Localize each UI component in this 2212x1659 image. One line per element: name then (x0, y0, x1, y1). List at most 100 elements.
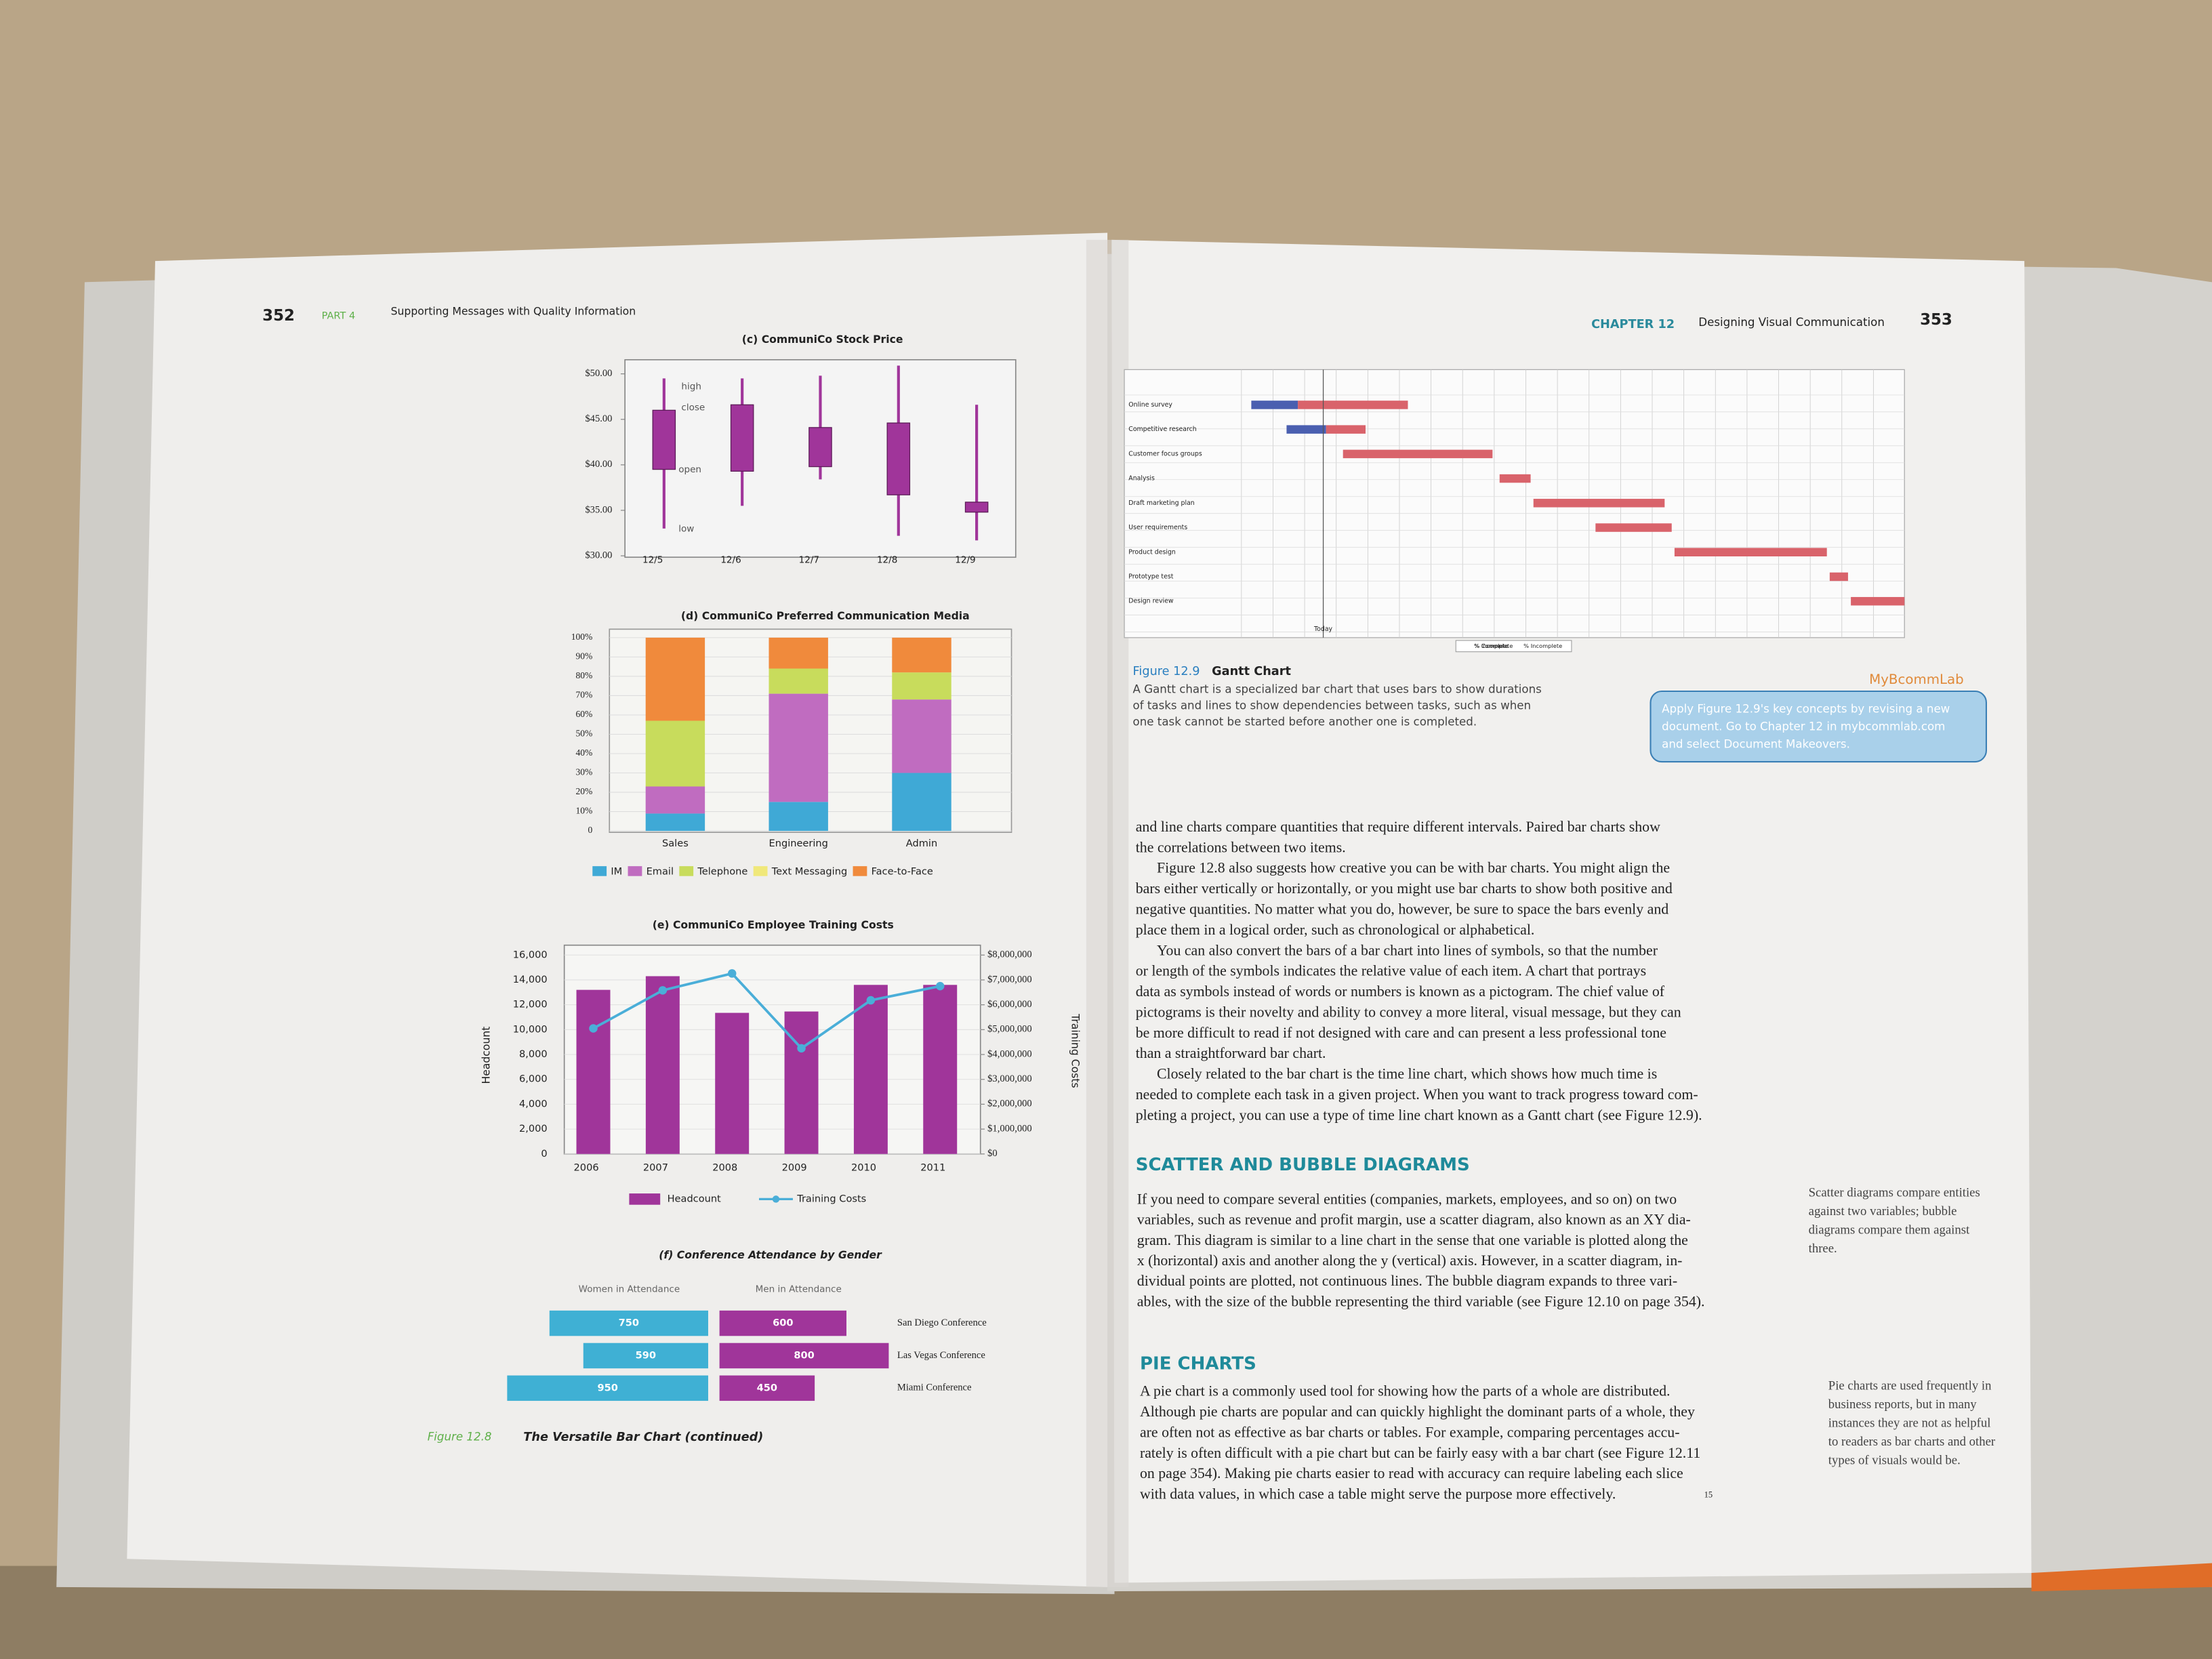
figure-label: Figure 12.9 (1133, 665, 1200, 678)
gantt-legend-label: % Complete (1474, 642, 1509, 649)
y-tick-label: $45.00 (585, 413, 612, 424)
body-text: You can also convert the bars of a bar c… (1157, 942, 1658, 958)
body-text: If you need to compare several entities … (1137, 1191, 1677, 1207)
y-tick-label: 0 (588, 825, 593, 835)
y-tick-label: $30.00 (585, 550, 612, 561)
part-label: PART 4 (322, 310, 356, 321)
gantt-bar (1251, 401, 1298, 409)
body-text: pleting a project, you can use a type of… (1136, 1107, 1702, 1123)
y-tick-label: $50.00 (585, 368, 612, 379)
body-text: dividual points are plotted, not continu… (1137, 1273, 1677, 1289)
gantt-frame (1124, 369, 1905, 638)
x-tick-label: 12/5 (642, 554, 663, 565)
chapter-title: Designing Visual Communication (1698, 316, 1885, 329)
x-tick-label: 2011 (920, 1162, 945, 1174)
legend-label: Training Costs (796, 1193, 866, 1204)
y-tick-label: 6,000 (519, 1073, 548, 1085)
y-tick-label: 8,000 (519, 1048, 548, 1060)
bar-segment (645, 813, 705, 832)
body-text: pictograms is their novelty and ability … (1136, 1004, 1681, 1020)
body-text: A pie chart is a commonly used tool for … (1140, 1383, 1671, 1399)
gantt-bar (1499, 474, 1531, 483)
bar (576, 989, 611, 1154)
bar-segment (892, 699, 951, 773)
gantt-bar (1343, 449, 1493, 459)
annotation: low (678, 524, 694, 535)
chart-title: (e) CommuniCo Employee Training Costs (653, 919, 894, 931)
lab-title: MyBcommLab (1869, 672, 1963, 687)
bar-segment (769, 693, 828, 802)
value-label: 950 (597, 1382, 617, 1393)
margin-note: Scatter diagrams compare entities (1809, 1185, 1980, 1200)
margin-note: to readers as bar charts and other (1828, 1435, 1996, 1449)
gantt-task: Draft marketing plan (1128, 499, 1195, 507)
gantt-bar (1326, 425, 1366, 434)
y-tick-label: 70% (576, 690, 593, 700)
x-tick-label: Admin (906, 838, 937, 849)
legend-label: Face-to-Face (872, 865, 933, 877)
body-text: Figure 12.8 also suggests how creative y… (1157, 860, 1670, 876)
category-label: San Diego Conference (897, 1317, 987, 1328)
body-text: than a straightforward bar chart. (1136, 1045, 1326, 1061)
chapter-label: CHAPTER 12 (1591, 318, 1675, 331)
legend-label: Text Messaging (771, 865, 847, 877)
body-text: ables, with the size of the bubble repre… (1137, 1293, 1705, 1309)
annotation: close (681, 403, 705, 413)
x-tick-label: 2010 (851, 1162, 876, 1174)
lab-text: document. Go to Chapter 12 in mybcommlab… (1662, 720, 1945, 733)
candle-body (886, 422, 911, 495)
legend-label: Telephone (697, 865, 747, 877)
body-text: Closely related to the bar chart is the … (1157, 1066, 1657, 1082)
x-tick-label: 12/6 (720, 554, 741, 565)
margin-note: diagrams compare them against (1809, 1223, 1970, 1237)
value-label: 750 (619, 1317, 639, 1329)
body-text: needed to complete each task in a given … (1136, 1086, 1698, 1103)
plot-frame (563, 944, 981, 1155)
gantt-bar (1674, 548, 1827, 556)
category-label: Las Vegas Conference (897, 1350, 985, 1361)
y-tick-label: 0 (541, 1148, 547, 1160)
annotation: open (678, 464, 701, 475)
gantt-bar (1595, 523, 1672, 532)
legend-swatch (592, 866, 607, 876)
line-series (592, 972, 941, 1050)
figure-label: Figure 12.8 (428, 1431, 492, 1443)
part-title: Supporting Messages with Quality Informa… (391, 306, 636, 318)
line-point (797, 1044, 806, 1053)
body-text: negative quantities. No matter what you … (1136, 901, 1669, 918)
legend-swatch (628, 866, 642, 876)
body-text: with data values, in which case a table … (1140, 1486, 1616, 1502)
series-header: Women in Attendance (579, 1284, 680, 1295)
annotation: high (681, 381, 701, 392)
candle-body (730, 404, 754, 472)
y2-tick-label: $3,000,000 (987, 1073, 1032, 1084)
x-tick-label: Sales (662, 838, 689, 849)
series-header: Men in Attendance (756, 1284, 842, 1295)
body-text: bars either vertically or horizontally, … (1136, 880, 1673, 897)
y2-tick-label: $6,000,000 (987, 999, 1032, 1010)
gantt-legend-label: % Incomplete (1523, 642, 1562, 649)
y-tick-label: 12,000 (513, 999, 548, 1010)
y2-tick-label: $8,000,000 (987, 949, 1032, 960)
line-point (658, 986, 668, 995)
body-text: gram. This diagram is similar to a line … (1137, 1232, 1688, 1248)
x-tick-label: 12/9 (955, 554, 975, 565)
y2-tick-label: $4,000,000 (987, 1048, 1032, 1059)
y-tick-label: $40.00 (585, 459, 612, 470)
y-tick-label: 40% (576, 747, 593, 758)
bar-segment (892, 672, 951, 700)
body-text: the correlations between two items. (1136, 839, 1346, 855)
x-tick-label: Engineering (769, 838, 828, 849)
legend-swatch (753, 866, 768, 876)
body-text: variables, such as revenue and profit ma… (1137, 1212, 1691, 1228)
x-tick-label: 2008 (712, 1162, 737, 1174)
value-label: 450 (757, 1382, 777, 1393)
y2-tick-label: $1,000,000 (987, 1123, 1032, 1134)
margin-note: business reports, but in many (1828, 1397, 1978, 1412)
lab-text: Apply Figure 12.9's key concepts by revi… (1662, 703, 1950, 716)
bar-segment (769, 637, 828, 669)
bar-segment (769, 802, 828, 832)
gantt-legend (1455, 640, 1572, 653)
